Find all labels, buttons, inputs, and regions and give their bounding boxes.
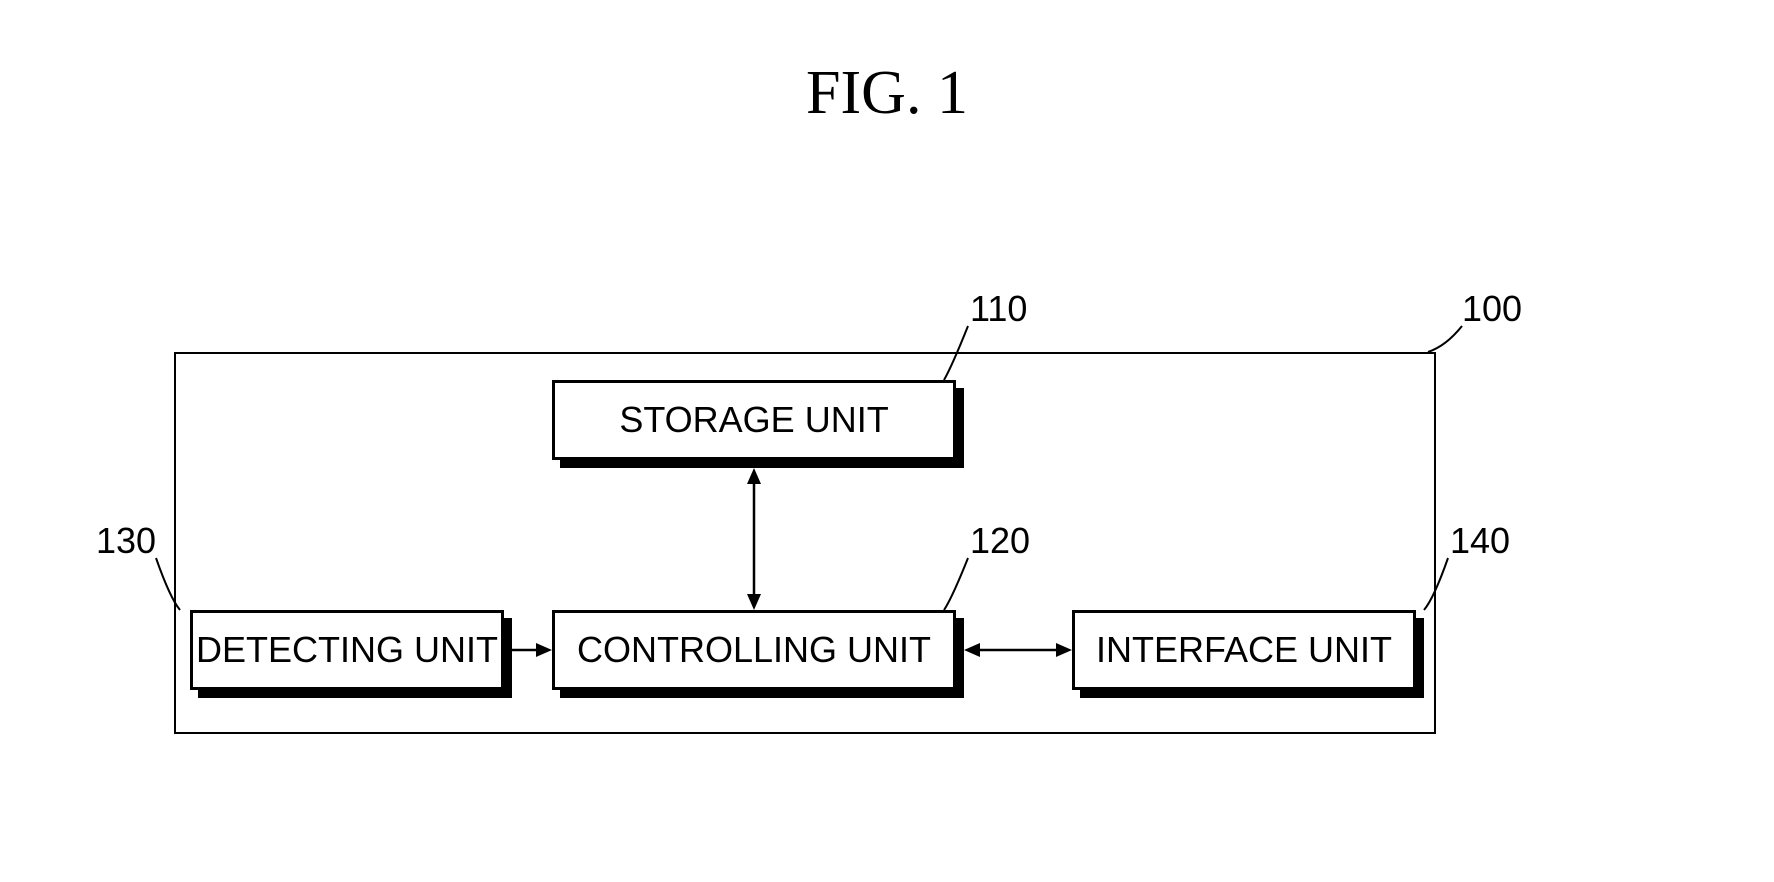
diagram-canvas: FIG. 1 STORAGE UNIT CONTROLLING UNIT DET… <box>0 0 1774 882</box>
interface-unit-block: INTERFACE UNIT <box>1072 610 1416 690</box>
ref-label-120: 120 <box>970 520 1030 562</box>
ref-label-130: 130 <box>96 520 156 562</box>
storage-unit-block: STORAGE UNIT <box>552 380 956 460</box>
ref-label-110: 110 <box>970 288 1027 330</box>
ref-label-140: 140 <box>1450 520 1510 562</box>
detecting-unit-block: DETECTING UNIT <box>190 610 504 690</box>
figure-title: FIG. 1 <box>0 58 1774 129</box>
ref-label-100: 100 <box>1462 288 1522 330</box>
controlling-unit-block: CONTROLLING UNIT <box>552 610 956 690</box>
